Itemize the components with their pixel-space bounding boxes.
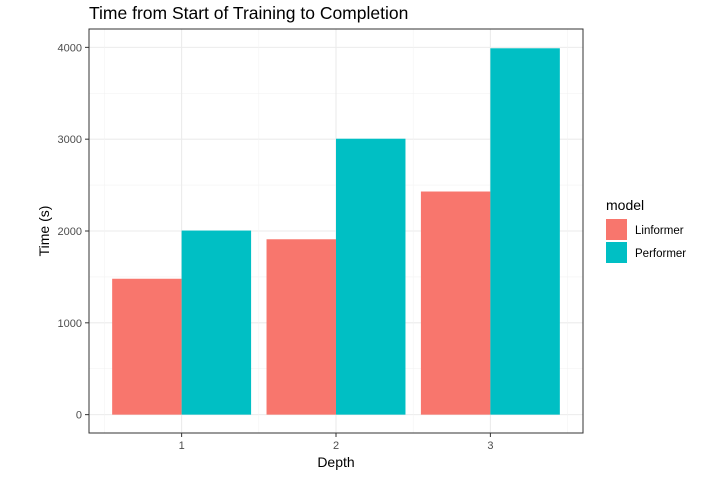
legend-label-linformer: Linformer: [635, 225, 684, 237]
bar-linformer-depth-3: [420, 191, 491, 415]
bar-linformer-depth-1: [112, 278, 182, 415]
x-tick-label: 1: [179, 440, 185, 452]
bar-performer-depth-3: [490, 48, 560, 415]
chart-title: Time from Start of Training to Completio…: [89, 3, 408, 23]
bars: [112, 48, 560, 415]
x-axis-title: Depth: [317, 454, 354, 470]
bar-linformer-depth-2: [266, 239, 336, 415]
legend-swatch-linformer: [606, 219, 627, 240]
bar-performer-depth-2: [336, 138, 406, 415]
x-tick-label: 2: [333, 440, 339, 452]
legend-title: model: [606, 197, 644, 213]
legend: model Linformer Performer: [606, 197, 686, 263]
y-tick-label: 2000: [58, 226, 82, 238]
legend-label-performer: Performer: [635, 248, 686, 260]
x-axis: 1 2 3: [179, 433, 493, 452]
y-axis-title: Time (s): [36, 206, 52, 257]
legend-swatch-performer: [606, 242, 627, 263]
y-axis: 0 1000 2000 3000 4000: [58, 42, 89, 422]
x-tick-label: 3: [487, 440, 493, 452]
y-tick-label: 3000: [58, 134, 82, 146]
bar-performer-depth-1: [181, 230, 252, 415]
y-tick-label: 1000: [58, 318, 82, 330]
y-tick-label: 4000: [58, 42, 82, 54]
y-tick-label: 0: [76, 410, 82, 422]
